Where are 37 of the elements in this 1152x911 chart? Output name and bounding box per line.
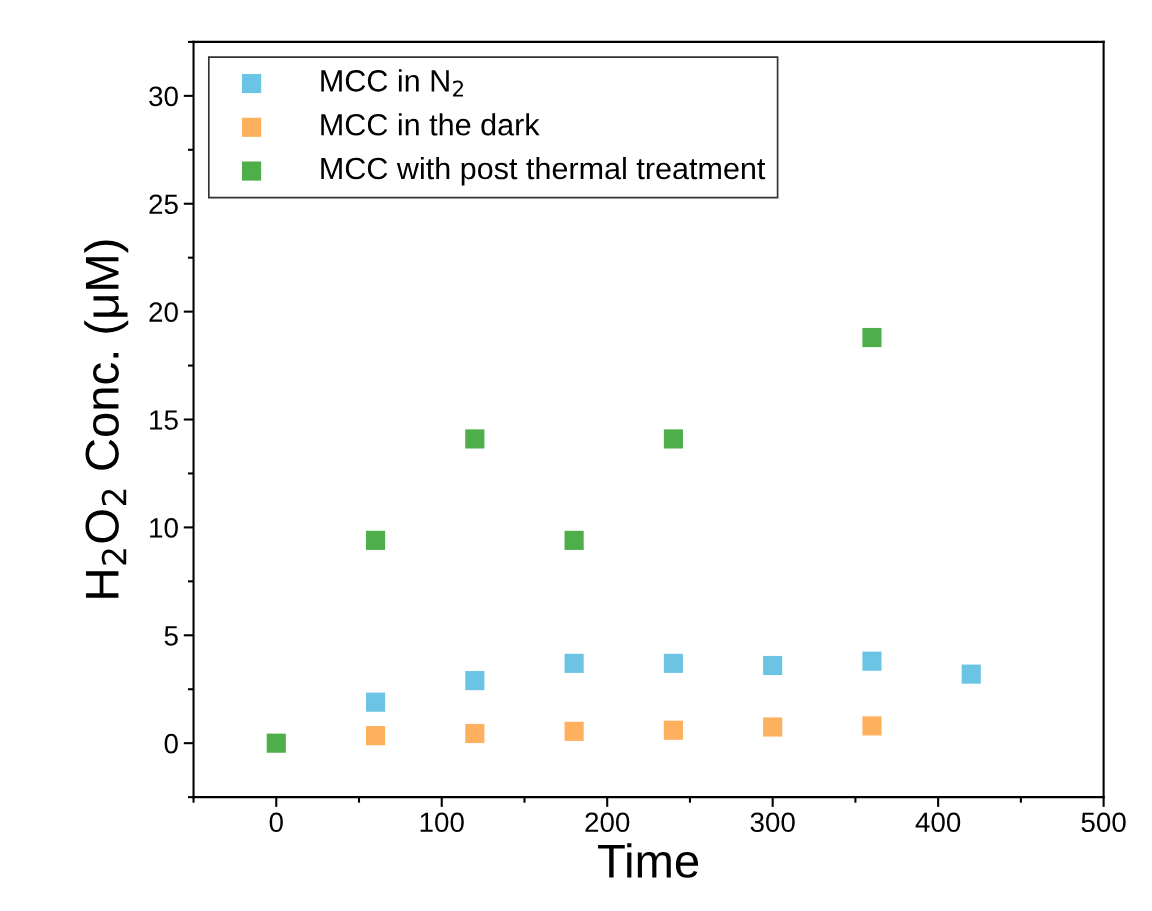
y-axis-title: H$_{2}$O$_{2}$ Conc. (μM) xyxy=(84,240,129,598)
y-tick-label: 5 xyxy=(164,626,178,646)
point xyxy=(564,721,584,741)
point xyxy=(862,651,882,671)
y-tick-label: 30 xyxy=(149,86,178,107)
x-tick-label: 0 xyxy=(269,812,283,833)
y-tick-label: 0 xyxy=(164,733,178,754)
point xyxy=(862,327,882,348)
point xyxy=(465,723,485,744)
x-tick-label: 500 xyxy=(1081,812,1126,833)
point xyxy=(663,653,683,673)
y-tick-label: 20 xyxy=(149,302,178,322)
point xyxy=(763,655,783,676)
x-tick-label: 200 xyxy=(585,812,630,833)
point xyxy=(365,692,386,712)
point xyxy=(663,429,683,449)
x-tick-label: 400 xyxy=(915,812,961,833)
point xyxy=(961,664,981,684)
legend-label: MCC in N$_{2}$ xyxy=(321,69,463,97)
x-axis-title: Time xyxy=(598,843,699,878)
legend-label: MCC in the dark xyxy=(321,113,540,136)
y-tick-label: 25 xyxy=(149,194,178,215)
x-tick-label: 100 xyxy=(420,812,464,833)
point xyxy=(465,671,485,691)
point xyxy=(465,429,485,449)
x-tick-label: 300 xyxy=(750,812,795,833)
y-tick-label: 15 xyxy=(150,410,178,430)
point xyxy=(564,530,584,550)
point xyxy=(266,733,286,753)
legend-label: MCC with post thermal treatment xyxy=(321,156,766,186)
point xyxy=(365,726,386,746)
point xyxy=(365,530,386,550)
point xyxy=(763,717,783,737)
point xyxy=(564,653,584,673)
point xyxy=(862,716,882,736)
y-tick-label: 10 xyxy=(150,518,178,538)
point xyxy=(663,720,683,740)
